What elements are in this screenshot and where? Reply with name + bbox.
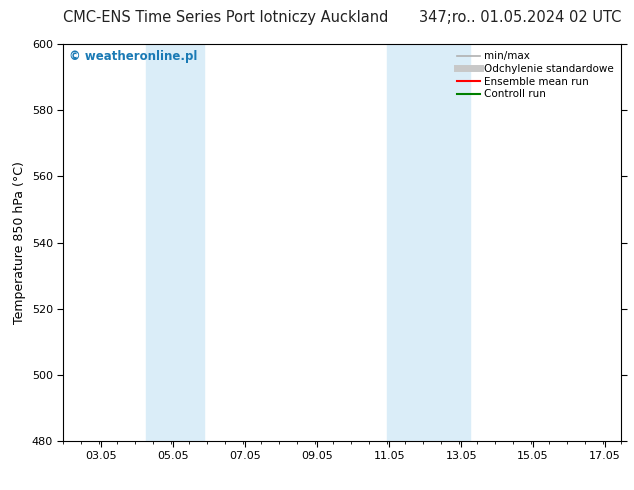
Text: 347;ro.. 01.05.2024 02 UTC: 347;ro.. 01.05.2024 02 UTC [419, 10, 621, 24]
Legend: min/max, Odchylenie standardowe, Ensemble mean run, Controll run: min/max, Odchylenie standardowe, Ensembl… [455, 49, 616, 101]
Text: © weatheronline.pl: © weatheronline.pl [69, 50, 197, 63]
Text: CMC-ENS Time Series Port lotniczy Auckland: CMC-ENS Time Series Port lotniczy Auckla… [63, 10, 389, 24]
Bar [387, 44, 470, 441]
Bar [146, 44, 204, 441]
Y-axis label: Temperature 850 hPa (°C): Temperature 850 hPa (°C) [13, 161, 26, 324]
